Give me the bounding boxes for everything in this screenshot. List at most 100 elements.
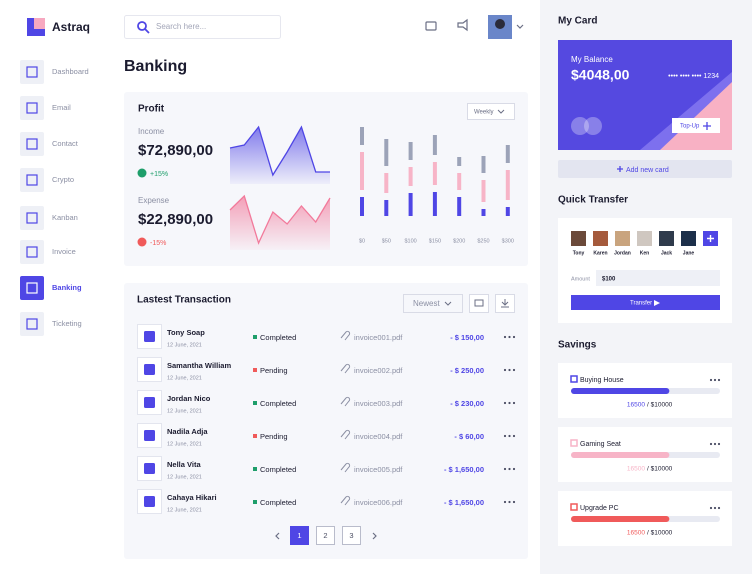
contact-avatar[interactable]: [681, 231, 696, 246]
bar-segment: [384, 139, 389, 166]
row-date: 12 June, 2021: [167, 375, 202, 381]
row-menu-dot[interactable]: [503, 401, 507, 405]
bar-x-label: $250: [477, 238, 489, 244]
row-menu-dot[interactable]: [512, 467, 516, 471]
saving-menu-dot[interactable]: [709, 442, 713, 446]
expense-line: [229, 194, 331, 245]
balance-label: My Balance: [571, 55, 613, 64]
nav-icon: [26, 318, 38, 330]
saving-menu-dot[interactable]: [713, 506, 717, 510]
nav-label[interactable]: Banking: [52, 283, 82, 292]
row-menu-dot[interactable]: [512, 500, 516, 504]
status-dot: [253, 500, 257, 504]
nav-label[interactable]: Invoice: [52, 247, 76, 256]
row-menu-dot[interactable]: [503, 500, 507, 504]
row-menu-dot[interactable]: [508, 401, 511, 405]
contact-avatar[interactable]: [571, 231, 586, 246]
amount-input[interactable]: [596, 270, 720, 286]
page-button[interactable]: [316, 526, 335, 545]
contact-avatar[interactable]: [637, 231, 652, 246]
transfer-button[interactable]: [571, 295, 720, 310]
bar-segment: [457, 157, 462, 166]
row-menu-dot[interactable]: [512, 368, 516, 372]
income-area: [230, 127, 330, 184]
nav-icon-box[interactable]: [20, 240, 44, 264]
row-menu-dot[interactable]: [512, 335, 516, 339]
nav-label[interactable]: Email: [52, 103, 71, 112]
sort-select[interactable]: [403, 294, 463, 313]
contact-avatar[interactable]: [593, 231, 608, 246]
row-menu-dot[interactable]: [503, 434, 507, 438]
nav-icon-box[interactable]: [20, 206, 44, 230]
income-line: [229, 125, 330, 177]
row-invoice[interactable]: invoice002.pdf: [354, 366, 403, 375]
bar-segment: [360, 197, 364, 216]
row-amount: - $ 150,00: [450, 333, 484, 342]
bar-segment: [432, 162, 437, 185]
saving-menu-dot[interactable]: [713, 442, 717, 446]
contact-avatar[interactable]: [615, 231, 630, 246]
message-icon[interactable]: [425, 21, 437, 31]
row-menu-dot[interactable]: [508, 335, 511, 339]
row-menu-dot[interactable]: [508, 434, 511, 438]
nav-icon-box[interactable]: [20, 96, 44, 120]
nav-label[interactable]: Kanban: [52, 213, 78, 222]
announce-icon[interactable]: [457, 18, 468, 32]
row-menu-dot[interactable]: [508, 467, 511, 471]
clip-icon: [340, 495, 351, 506]
period-select[interactable]: [467, 103, 515, 120]
row-menu-dot[interactable]: [503, 467, 507, 471]
nav-label[interactable]: Crypto: [52, 175, 74, 184]
row-menu-dot[interactable]: [503, 335, 507, 339]
row-icon: [144, 430, 155, 441]
nav-label[interactable]: Contact: [52, 139, 79, 148]
row-invoice[interactable]: invoice003.pdf: [354, 399, 403, 408]
row-invoice[interactable]: invoice005.pdf: [354, 465, 403, 474]
transactions-card: [124, 283, 528, 559]
add-card-icon: [617, 166, 623, 172]
row-invoice[interactable]: invoice001.pdf: [354, 333, 403, 342]
saving-menu-dot[interactable]: [709, 506, 713, 510]
amount: $100: [602, 277, 616, 283]
row-date: 12 June, 2021: [167, 474, 202, 480]
row-name: Tony Soap: [167, 328, 205, 337]
row-date: 12 June, 2021: [167, 408, 202, 414]
row-menu-dot[interactable]: [508, 368, 511, 372]
page-button[interactable]: [290, 526, 309, 545]
row-invoice[interactable]: invoice006.pdf: [354, 498, 403, 507]
search-box[interactable]: [124, 15, 281, 39]
row-menu-dot[interactable]: [503, 368, 507, 372]
saving-menu-dot[interactable]: [717, 506, 721, 510]
page-button[interactable]: [342, 526, 361, 545]
nav-icon-box[interactable]: [20, 312, 44, 336]
nav-icon-box[interactable]: [20, 60, 44, 84]
nav-icon: [26, 282, 38, 294]
topup-button[interactable]: [672, 118, 720, 133]
row-invoice[interactable]: invoice004.pdf: [354, 432, 403, 441]
nav-icon-box[interactable]: [20, 168, 44, 192]
nav-icon-box[interactable]: [20, 132, 44, 156]
nav-label[interactable]: Dashboard: [52, 67, 89, 76]
nav-icon-box[interactable]: [20, 276, 44, 300]
bar-segment: [384, 200, 389, 216]
row-menu-dot[interactable]: [508, 500, 511, 504]
contact-name: Karen: [593, 250, 607, 256]
progress-fill: [571, 452, 670, 458]
row-menu-dot[interactable]: [512, 401, 516, 405]
expense-value: $22,890,00: [138, 211, 213, 228]
saving-menu-dot[interactable]: [717, 442, 721, 446]
saving-menu-dot[interactable]: [717, 378, 721, 382]
bar-x-label: $300: [502, 238, 514, 244]
print-button[interactable]: [469, 294, 489, 313]
saving-menu-dot[interactable]: [713, 378, 717, 382]
add-card-button[interactable]: [558, 160, 732, 178]
nav-label[interactable]: Ticketing: [52, 319, 82, 328]
saving-menu-dot[interactable]: [709, 378, 713, 382]
bar-segment: [481, 209, 486, 216]
prev-page[interactable]: [275, 532, 280, 540]
avatar-chevron[interactable]: [516, 24, 524, 29]
row-amount: - $ 1,650,00: [444, 465, 484, 474]
row-menu-dot[interactable]: [512, 434, 516, 438]
next-page[interactable]: [372, 532, 377, 540]
contact-avatar[interactable]: [659, 231, 674, 246]
